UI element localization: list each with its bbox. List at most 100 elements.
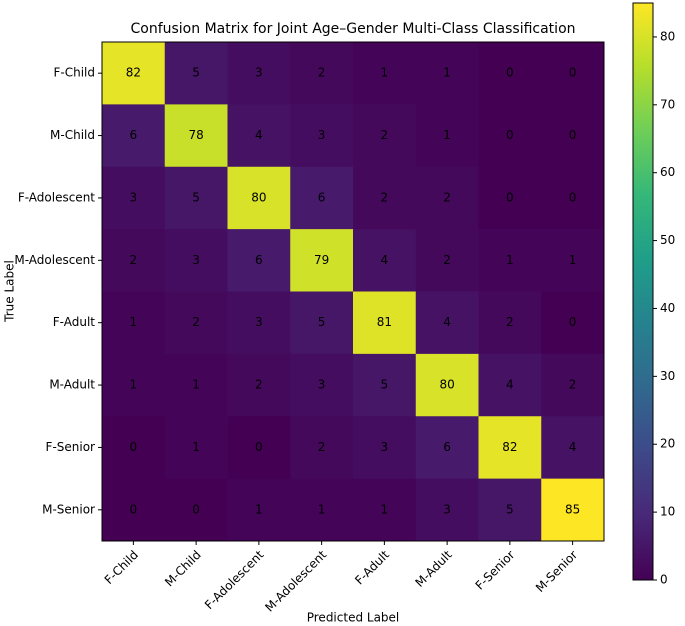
cell-label: 79 (314, 253, 329, 267)
cell-label: 0 (506, 190, 514, 204)
colorbar-tick-label: 70 (660, 97, 675, 111)
cell-label: 3 (318, 378, 326, 392)
y-tick-label: F-Adult (53, 315, 96, 329)
cell (415, 42, 479, 105)
cell-label: 0 (569, 128, 577, 142)
colorbar-tick-label: 60 (660, 165, 675, 179)
cell (478, 291, 542, 355)
cell (227, 104, 291, 168)
cell (541, 291, 605, 355)
cell-label: 78 (188, 128, 203, 142)
cell-label: 1 (130, 315, 138, 329)
cell-label: 80 (251, 190, 266, 204)
cell (290, 166, 354, 230)
cell (290, 104, 354, 168)
cell (353, 291, 417, 355)
cell (415, 166, 479, 230)
cell (164, 416, 228, 480)
cell-label: 82 (126, 66, 141, 80)
colorbar-tick-label: 30 (660, 369, 675, 383)
cell-label: 1 (381, 502, 389, 516)
cell-label: 2 (569, 378, 577, 392)
cell (227, 353, 291, 417)
cell-label: 2 (443, 190, 451, 204)
cell (290, 229, 354, 292)
cell-label: 6 (130, 128, 138, 142)
cell (478, 229, 542, 292)
cell-label: 0 (130, 440, 138, 454)
cell-label: 4 (381, 253, 389, 267)
y-tick-label: F-Adolescent (18, 190, 95, 204)
cell (353, 229, 417, 292)
cell-label: 3 (192, 253, 200, 267)
cell (290, 478, 354, 542)
cell (102, 42, 166, 105)
cell (478, 42, 542, 105)
y-axis-label: True Label (3, 260, 17, 323)
cell (227, 478, 291, 542)
cell-label: 1 (381, 66, 389, 80)
cell-label: 5 (318, 315, 326, 329)
cell (290, 353, 354, 417)
cell (353, 416, 417, 480)
cell (102, 104, 166, 168)
cell (415, 229, 479, 292)
cell-label: 0 (569, 315, 577, 329)
cell-label: 5 (192, 190, 200, 204)
cell-label: 6 (443, 440, 451, 454)
cell-label: 81 (377, 315, 392, 329)
cell (353, 478, 417, 542)
cell-label: 4 (443, 315, 451, 329)
cell (164, 478, 228, 542)
cell (227, 229, 291, 292)
cell (290, 42, 354, 105)
cell (290, 416, 354, 480)
cell (415, 416, 479, 480)
cell (227, 416, 291, 480)
colorbar-tick-label: 0 (660, 573, 668, 587)
cell (415, 353, 479, 417)
colorbar (632, 2, 654, 581)
x-tick-label: F-Child (102, 548, 141, 587)
cell (353, 166, 417, 230)
cell-label: 80 (439, 378, 454, 392)
cell (478, 353, 542, 417)
cell (102, 291, 166, 355)
x-axis-label: Predicted Label (307, 611, 400, 625)
cell-label: 2 (506, 315, 514, 329)
cell (164, 353, 228, 417)
x-tick-label: M-Child (162, 548, 204, 590)
cell-label: 2 (255, 378, 263, 392)
y-tick-label: F-Senior (46, 440, 96, 454)
cell (541, 42, 605, 105)
cell (102, 416, 166, 480)
cell (478, 166, 542, 230)
cell (290, 291, 354, 355)
y-tick-label: M-Child (50, 128, 95, 142)
colorbar-tick-label: 50 (660, 233, 675, 247)
colorbar-tick-label: 40 (660, 301, 675, 315)
colorbar-tick-label: 20 (660, 437, 675, 451)
cell-label: 0 (130, 502, 138, 516)
cell (227, 166, 291, 230)
cell-label: 2 (130, 253, 138, 267)
cell (541, 104, 605, 168)
cell-label: 1 (130, 378, 138, 392)
cell (164, 229, 228, 292)
cell-label: 2 (443, 253, 451, 267)
cell-label: 2 (318, 440, 326, 454)
cell (227, 291, 291, 355)
cell-label: 3 (255, 315, 263, 329)
y-tick-label: M-Adolescent (14, 253, 95, 267)
cell (478, 478, 542, 542)
cell-label: 4 (506, 378, 514, 392)
cell (415, 104, 479, 168)
y-tick-label: M-Adult (49, 378, 95, 392)
cell-label: 0 (192, 502, 200, 516)
cell-label: 0 (506, 128, 514, 142)
cell (353, 42, 417, 105)
colorbar-tick-label: 80 (660, 29, 675, 43)
x-tick-label: M-Adolescent (262, 547, 329, 614)
cell-label: 3 (318, 128, 326, 142)
